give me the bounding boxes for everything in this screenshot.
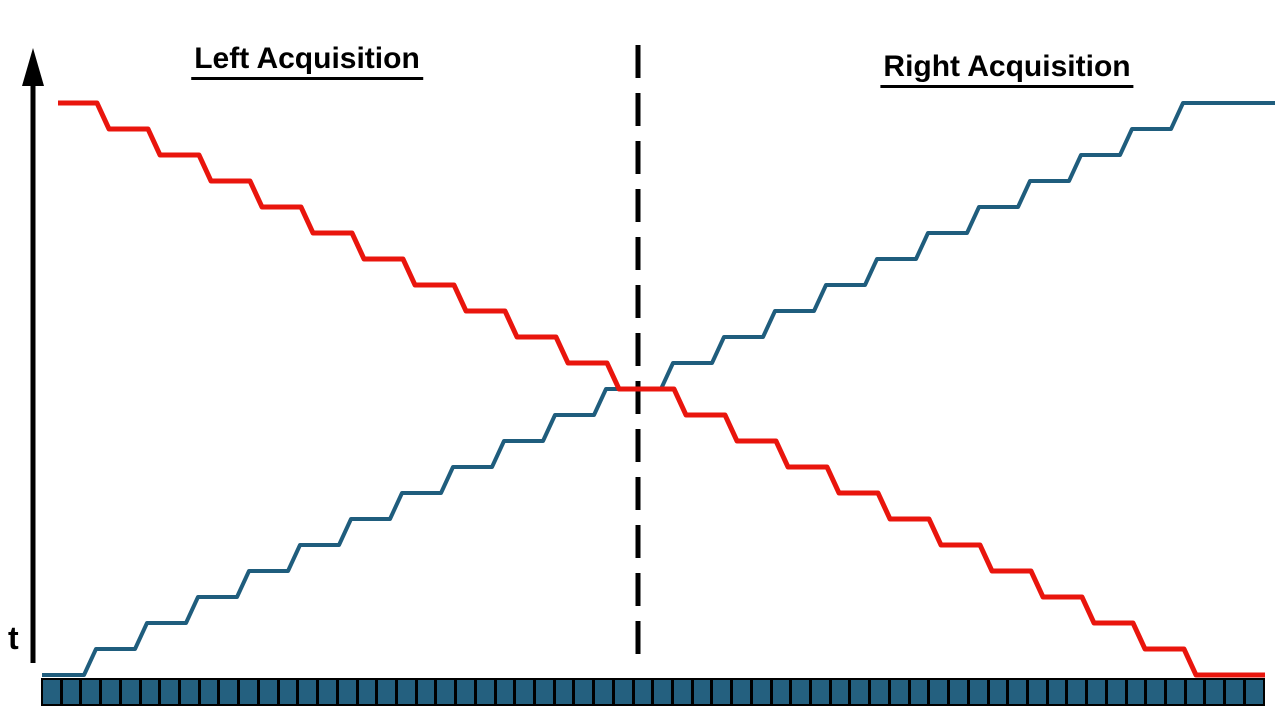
- detector-cell: [62, 680, 80, 704]
- detector-cell: [1206, 680, 1224, 704]
- detector-cell: [575, 680, 593, 704]
- detector-array: [41, 678, 1265, 706]
- detector-cell: [1186, 680, 1204, 704]
- detector-cell: [969, 680, 987, 704]
- detector-cell: [713, 680, 731, 704]
- detector-cell: [1147, 680, 1164, 704]
- detector-cell: [555, 680, 573, 704]
- detector-cell: [476, 680, 494, 704]
- detector-cell: [358, 680, 376, 704]
- detector-cell: [516, 680, 533, 704]
- right-acquisition-title-text: Right Acquisition: [880, 50, 1134, 88]
- detector-cell: [43, 680, 60, 704]
- detector-cell: [319, 680, 336, 704]
- detector-cell: [989, 680, 1007, 704]
- detector-cell: [397, 680, 415, 704]
- detector-cell: [831, 680, 849, 704]
- detector-cell: [851, 680, 869, 704]
- detector-cell: [181, 680, 198, 704]
- detector-cell: [299, 680, 317, 704]
- detector-cell: [634, 680, 652, 704]
- detector-cell: [930, 680, 948, 704]
- detector-cell: [595, 680, 612, 704]
- detector-cell: [378, 680, 395, 704]
- detector-cell: [890, 680, 908, 704]
- detector-cell: [141, 680, 159, 704]
- detector-cell: [1226, 680, 1243, 704]
- detector-cell: [871, 680, 888, 704]
- detector-cell: [200, 680, 218, 704]
- detector-cell: [1107, 680, 1125, 704]
- detector-cell: [279, 680, 297, 704]
- detector-cell: [457, 680, 474, 704]
- detector-cell: [614, 680, 632, 704]
- detector-cell: [220, 680, 238, 704]
- detector-cell: [1068, 680, 1086, 704]
- left-acquisition-title: Left Acquisition: [191, 42, 423, 80]
- right-acquisition-title: Right Acquisition: [880, 50, 1134, 88]
- detector-cell: [792, 680, 810, 704]
- detector-cell: [338, 680, 356, 704]
- detector-cell: [102, 680, 119, 704]
- detector-cell: [535, 680, 553, 704]
- left-acquisition-title-text: Left Acquisition: [191, 42, 423, 80]
- detector-cell: [82, 680, 100, 704]
- detector-cell: [812, 680, 829, 704]
- detector-cell: [259, 680, 277, 704]
- detector-cell: [674, 680, 691, 704]
- detector-cell: [437, 680, 455, 704]
- detector-cell: [1048, 680, 1066, 704]
- detector-cell: [240, 680, 257, 704]
- detector-cell: [417, 680, 435, 704]
- detector-cell: [1009, 680, 1026, 704]
- detector-cell: [752, 680, 770, 704]
- detector-cell: [496, 680, 514, 704]
- detector-cell: [1088, 680, 1105, 704]
- detector-cell: [121, 680, 139, 704]
- time-axis-arrowhead-icon: [22, 48, 44, 86]
- detector-cell: [733, 680, 750, 704]
- detector-cell: [161, 680, 179, 704]
- detector-cell: [1028, 680, 1046, 704]
- detector-cell: [950, 680, 967, 704]
- detector-cell: [693, 680, 711, 704]
- left-acquisition-step-line: [58, 100, 1265, 678]
- time-axis-label: t: [8, 620, 19, 656]
- detector-cell: [1166, 680, 1184, 704]
- detector-cell: [910, 680, 928, 704]
- detector-cell: [1127, 680, 1145, 704]
- detector-cell: [654, 680, 671, 704]
- detector-cell: [1245, 680, 1263, 704]
- detector-cell: [772, 680, 790, 704]
